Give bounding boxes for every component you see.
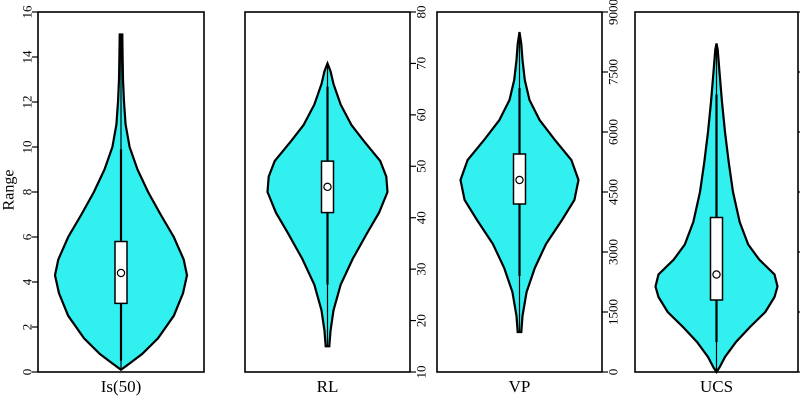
x-axis-label: RL [317, 377, 339, 396]
y-tick-label: 16 [20, 5, 35, 19]
y-tick-label: 40 [414, 211, 429, 224]
y-tick-label: 30 [414, 263, 429, 276]
y-tick-label: 9000 [606, 0, 621, 25]
median-point [116, 268, 126, 278]
y-tick-label: 0 [20, 369, 35, 376]
y-axis-title: Range [1, 170, 18, 211]
y-tick-label: 0 [606, 369, 621, 376]
y-tick-label: 20 [414, 314, 429, 327]
y-tick-label: 60 [414, 108, 429, 121]
panel-3: 04080120160200240UCS [634, 11, 800, 396]
y-tick-label: 6000 [606, 119, 621, 145]
y-tick-label: 8 [20, 189, 35, 196]
panel-1: 10 20 30 40 50 60 70 80 RL [244, 6, 429, 396]
median-point [323, 182, 332, 192]
y-tick-label: 1500 [606, 299, 621, 325]
y-tick-label: 50 [414, 160, 429, 173]
y-tick-label: 14 [20, 50, 35, 64]
y-tick-label: 3000 [606, 239, 621, 265]
y-tick-label: 7500 [606, 59, 621, 85]
iqr-box [709, 216, 724, 301]
median-point [515, 175, 524, 185]
y-tick-label: 10 [414, 366, 429, 379]
panel-0: 0 2 4 6 8 10 12 14 16 Is(50) Range [1, 5, 205, 396]
y-tick-label: 12 [20, 96, 35, 109]
x-axis-label: Is(50) [101, 377, 142, 396]
x-axis-label: VP [509, 377, 531, 396]
median-point [712, 270, 721, 279]
x-axis-label: UCS [700, 377, 733, 396]
y-tick-label: 10 [20, 141, 35, 154]
y-tick-label: 6 [20, 233, 35, 240]
y-tick-label: 70 [414, 57, 429, 70]
panel-2: 0 1500 3000 4500 6000 7500 9000 VP [436, 0, 621, 396]
y-tick-label: 4500 [606, 179, 621, 205]
y-tick-label: 80 [414, 6, 429, 19]
panel-frame [244, 11, 411, 373]
y-tick-label: 2 [20, 324, 35, 331]
y-tick-label: 4 [20, 278, 35, 285]
